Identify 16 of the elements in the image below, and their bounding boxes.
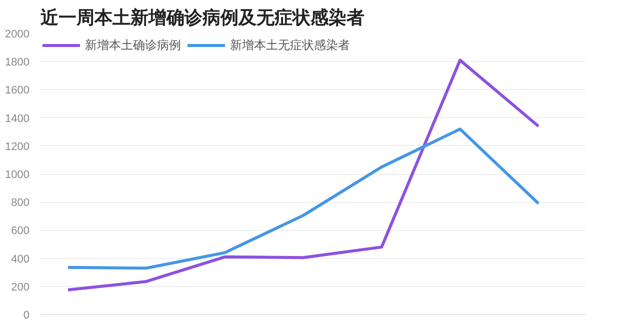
line-series: [66, 58, 540, 292]
y-tick-label: 1200: [5, 140, 30, 153]
y-tick-label: 1600: [5, 84, 30, 97]
y-tick-label: 1000: [5, 169, 30, 181]
y-tick-label: 600: [11, 225, 30, 238]
legend-label: 新增本土确诊病例: [85, 36, 181, 54]
legend-label: 新增本土无症状感染者: [230, 36, 350, 54]
y-tick-label: 1400: [5, 112, 30, 125]
y-tick-label: 1800: [5, 56, 30, 69]
y-tick-label: 0: [23, 310, 30, 322]
y-tick-label: 800: [11, 197, 30, 210]
y-tick-label: 200: [11, 281, 30, 294]
line-series: [66, 128, 540, 270]
y-tick-label: 400: [11, 253, 30, 266]
y-tick-label: 2000: [5, 28, 30, 40]
chart-title: 近一周本土新增确诊病例及无症状感染者: [40, 8, 364, 28]
